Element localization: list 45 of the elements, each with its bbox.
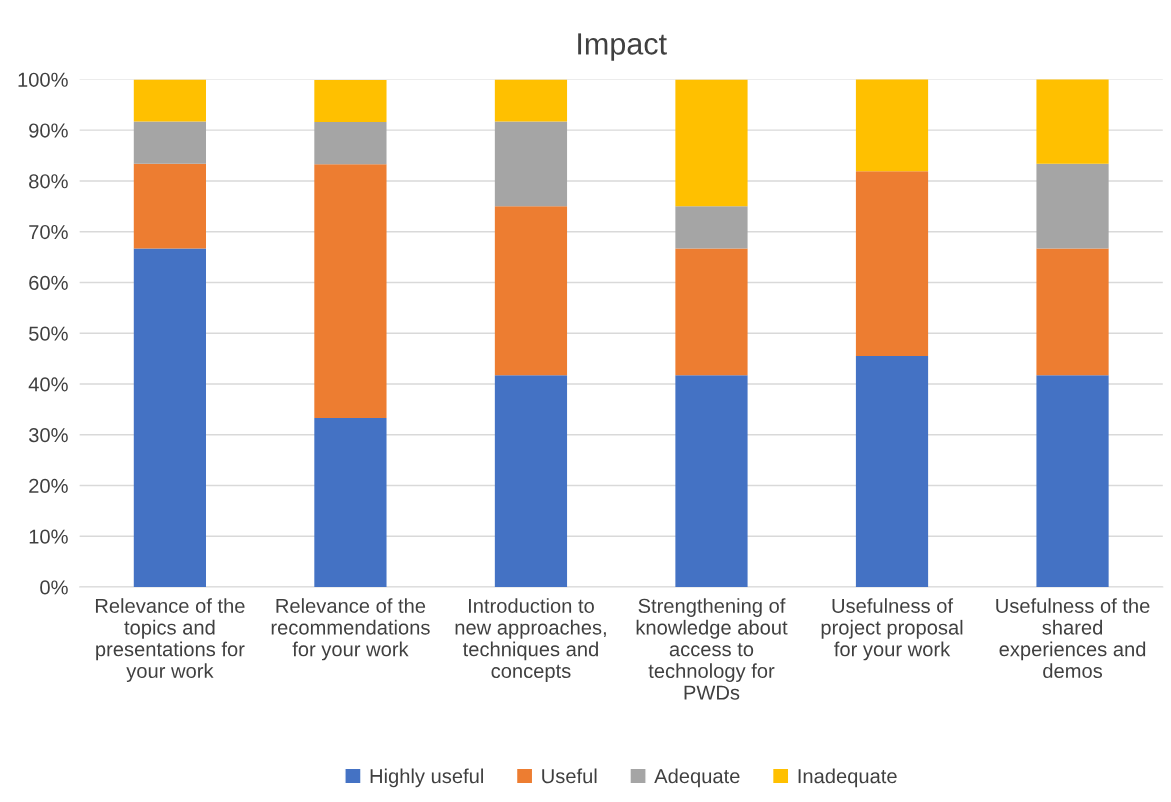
bar: [133, 121, 206, 164]
bar: [494, 375, 568, 588]
y-tick-label: 20%: [29, 478, 68, 494]
bar: [314, 164, 387, 419]
bar: [1036, 163, 1109, 249]
bar: [675, 206, 748, 249]
x-tick-label: Usefulness of the shared experiences and demos: [996, 598, 1150, 679]
bar: [494, 79, 568, 122]
bar: [314, 418, 387, 588]
bar: [494, 121, 568, 207]
bar: [855, 171, 929, 357]
bar: [133, 79, 206, 122]
bar: [675, 79, 748, 207]
chart-title: Impact: [578, 33, 667, 61]
y-tick-label: 10%: [29, 529, 68, 544]
legend-label: Inadequate: [798, 768, 897, 788]
y-tick-label: 0%: [40, 580, 68, 595]
x-tick-label: Introduction to new approaches, techniques and concepts: [455, 598, 606, 683]
x-tick-label: Relevance of the topics and presentations for your work: [95, 598, 245, 683]
y-tick-label: 60%: [29, 275, 68, 290]
bar: [855, 79, 929, 172]
y-tick-label: 100%: [18, 72, 68, 87]
y-tick-label: 30%: [28, 428, 68, 443]
y-tick-label: 70%: [29, 224, 68, 240]
bar: [855, 356, 929, 588]
x-tick-label: Strengthening of knowledge about access to technology for PWDs: [636, 598, 788, 700]
y-tick-label: 50%: [29, 326, 68, 341]
bar: [1036, 79, 1109, 164]
bar: [133, 163, 206, 249]
bar: [314, 79, 387, 123]
bar: [1036, 248, 1109, 376]
bar: [494, 206, 568, 376]
legend-label: Highly useful: [370, 768, 483, 788]
bar: [675, 248, 748, 376]
x-tick-label: Relevance of the recommendations for your work: [271, 598, 430, 661]
bar: [314, 122, 387, 165]
legend-label: Useful: [542, 768, 597, 784]
y-tick-label: 90%: [29, 123, 68, 138]
bar: [1036, 375, 1109, 588]
y-tick-label: 80%: [29, 174, 68, 189]
legend-label: Adequate: [654, 768, 740, 788]
y-tick-label: 40%: [28, 377, 68, 392]
bar: [133, 248, 206, 588]
bar: [675, 375, 748, 588]
x-tick-label: Usefulness of project proposal for your work: [821, 598, 963, 661]
